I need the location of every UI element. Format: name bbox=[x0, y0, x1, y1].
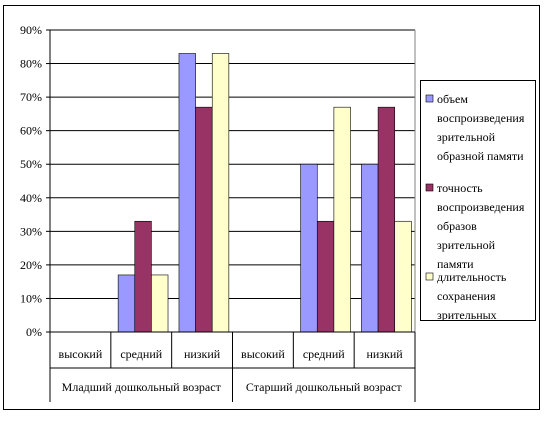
y-tick-label: 40% bbox=[20, 191, 42, 205]
y-tick-label: 80% bbox=[20, 57, 42, 71]
y-tick-label: 50% bbox=[20, 157, 42, 171]
bar bbox=[134, 220, 152, 333]
category-label: высокий bbox=[241, 347, 285, 361]
category-label: высокий bbox=[59, 347, 103, 361]
legend-label: зрительных bbox=[437, 308, 497, 322]
category-label: низкий bbox=[184, 347, 221, 361]
y-tick-label: 0% bbox=[26, 325, 42, 339]
legend-swatch bbox=[425, 183, 434, 192]
bar bbox=[178, 53, 196, 333]
legend-label: воспроизведения bbox=[437, 200, 525, 214]
y-tick-label: 20% bbox=[20, 258, 42, 272]
bar bbox=[195, 106, 213, 333]
legend-label: точность bbox=[437, 181, 483, 195]
bar bbox=[333, 106, 351, 333]
legend-label: сохранения bbox=[437, 289, 496, 303]
legend-swatch bbox=[425, 94, 434, 103]
legend-box bbox=[420, 80, 536, 321]
category-label: средний bbox=[120, 347, 162, 361]
legend-label: образов bbox=[437, 219, 477, 233]
y-tick-label: 90% bbox=[20, 23, 42, 37]
bar bbox=[211, 53, 230, 333]
y-tick-label: 60% bbox=[20, 124, 42, 138]
legend-label: зрительной bbox=[437, 238, 496, 252]
bar bbox=[316, 220, 335, 333]
legend-label: памяти bbox=[437, 257, 474, 271]
group-label: Старший дошкольный возраст bbox=[246, 380, 402, 394]
category-label: средний bbox=[303, 347, 345, 361]
bar bbox=[394, 220, 412, 333]
bar bbox=[361, 163, 379, 333]
bar bbox=[117, 274, 136, 333]
bar bbox=[377, 106, 396, 333]
category-label: низкий bbox=[366, 347, 403, 361]
legend-clip bbox=[421, 321, 535, 331]
bar bbox=[151, 274, 169, 333]
group-label: Младший дошкольный возраст bbox=[62, 380, 222, 394]
y-tick-label: 70% bbox=[20, 90, 42, 104]
legend-label: образной памяти bbox=[437, 149, 524, 163]
y-tick-label: 10% bbox=[20, 291, 42, 305]
bar bbox=[300, 163, 318, 333]
legend-label: зрительной bbox=[437, 130, 496, 144]
legend-label: длительность bbox=[437, 270, 507, 284]
legend-label: объем bbox=[437, 92, 468, 106]
y-tick-label: 30% bbox=[20, 224, 42, 238]
legend-swatch bbox=[425, 272, 434, 281]
legend-label: воспроизведения bbox=[437, 111, 525, 125]
